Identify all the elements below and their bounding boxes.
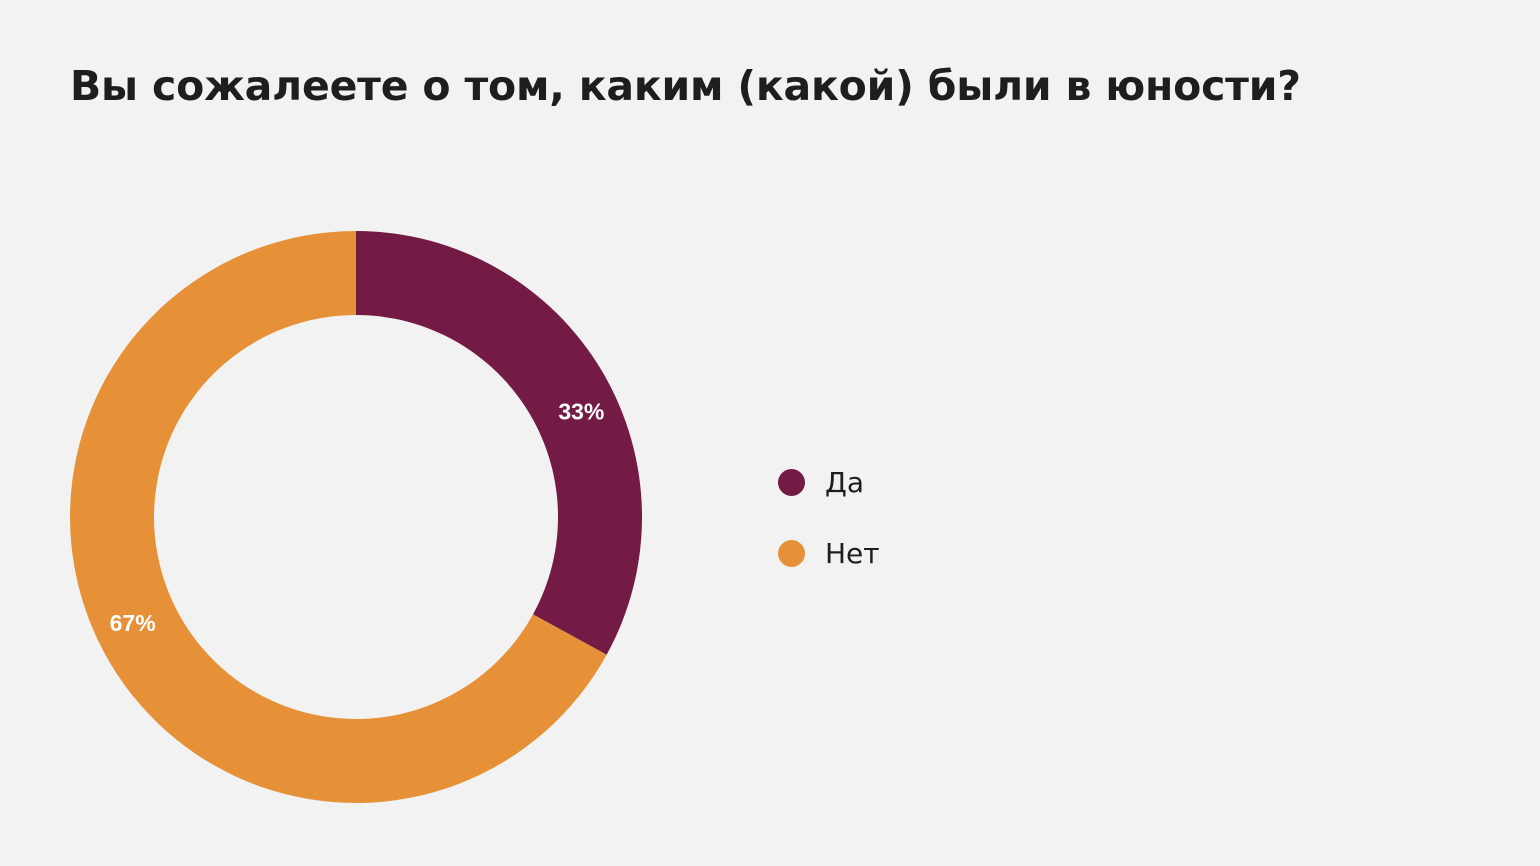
donut-slice-2 — [69, 231, 607, 803]
chart-title: Вы сожалеете о том, каким (какой) были в… — [70, 62, 1301, 110]
legend-label-net: Нет — [825, 536, 880, 570]
legend-label-da: Да — [825, 465, 865, 499]
donut-slice-labels: 33% 67% — [110, 399, 605, 636]
legend-item-da: Да — [778, 460, 880, 504]
slice-label-2: 67% — [110, 610, 156, 636]
legend-item-net: Нет — [778, 531, 880, 575]
slice-label-1: 33% — [558, 399, 604, 425]
legend-swatch-net — [778, 539, 805, 567]
donut-slice-1 — [356, 231, 643, 655]
donut-slices — [69, 231, 643, 803]
legend-swatch-da — [778, 468, 805, 496]
donut-chart: 33% 67% — [69, 231, 643, 803]
chart-legend: Да Нет — [778, 460, 880, 602]
